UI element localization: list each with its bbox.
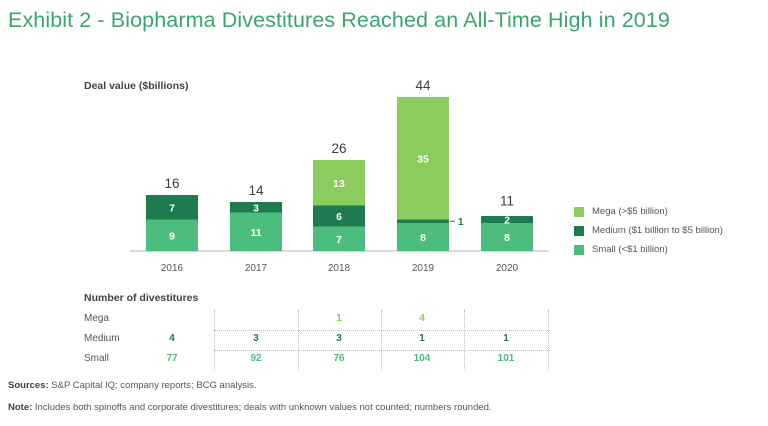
count-mega-2018: 1: [336, 313, 342, 324]
bar-label-medium-2018: 6: [336, 211, 342, 223]
bar-small-2019: [397, 223, 449, 251]
row-divider: [214, 330, 550, 331]
count-medium-2020: 1: [503, 333, 509, 344]
count-medium-2018: 3: [336, 333, 342, 344]
bar-label-small-2020: 8: [504, 232, 510, 244]
x-tick-label-2017: 2017: [245, 263, 268, 274]
legend-label-medium: Medium ($1 billion to $5 billion): [592, 225, 723, 236]
bar-label-mega-2019: 35: [417, 153, 429, 165]
legend-swatch-mega: [574, 206, 584, 217]
x-tick-label-2018: 2018: [328, 263, 351, 274]
bar-medium-2016: [146, 195, 198, 220]
row-label-medium: Medium: [84, 333, 120, 344]
bar-label-small-2016: 9: [169, 230, 175, 242]
count-small-2018: 76: [333, 353, 345, 364]
note-label: Note:: [8, 402, 33, 413]
bar-label-mega-2018: 13: [333, 178, 345, 190]
bar-small-2017: [230, 212, 282, 251]
total-label-2020: 11: [500, 194, 514, 209]
total-label-2019: 44: [415, 78, 431, 93]
row-label-mega: Mega: [84, 313, 110, 324]
bar-label-small-2018: 7: [336, 234, 342, 246]
sources-label: Sources:: [8, 380, 49, 391]
column-divider: [214, 310, 215, 370]
divestitures-table: Mega 1 4 Medium 4 3 3 1 1 Small 77 92 76 104 101: [84, 310, 550, 370]
sources-text: S&P Capital IQ; company reports; BCG ana…: [48, 380, 257, 391]
bar-label-medium-2020: 2: [504, 215, 510, 227]
sources-note: Sources: S&P Capital IQ; company reports…: [8, 380, 257, 391]
total-label-2017: 14: [248, 183, 264, 198]
total-label-2018: 26: [331, 141, 346, 156]
row-label-small: Small: [84, 353, 110, 364]
x-tick-label-2020: 2020: [496, 263, 519, 274]
column-divider: [548, 310, 549, 370]
x-tick-label-2016: 2016: [161, 263, 184, 274]
bar-label-medium-2017: 3: [253, 202, 259, 214]
bar-label-medium-2019: 1: [458, 217, 464, 228]
count-mega-2019: 4: [419, 313, 425, 324]
x-tick-label-2019: 2019: [412, 263, 435, 274]
divestitures-row-mega: Mega 1 4: [84, 310, 550, 330]
y-axis-label: Deal value ($billions): [84, 80, 189, 92]
divestitures-title: Number of divestitures: [84, 292, 199, 304]
count-small-2019: 104: [413, 353, 431, 364]
legend-label-small: Small (<$1 billion): [592, 244, 668, 255]
legend-swatch-medium: [574, 225, 584, 236]
bar-medium-2017: [230, 202, 282, 213]
divestitures-row-small: Small 77 92 76 104 101: [84, 350, 550, 370]
legend-swatch-small: [574, 244, 584, 255]
bar-small-2016: [146, 219, 198, 251]
legend-item-small: Small (<$1 billion): [574, 240, 723, 259]
legend-item-mega: Mega (>$5 billion): [574, 202, 723, 221]
stacked-bar-chart: 9 7 16 2016 11 3 14 2017 7 6 13 26 2018 8 1 35 44 2019 8 2 1…: [130, 78, 549, 274]
footnote: Note: Includes both spinoffs and corpora…: [8, 402, 492, 413]
bar-label-small-2017: 11: [250, 227, 261, 239]
chart-legend: Mega (>$5 billion) Medium ($1 billion to…: [574, 202, 723, 259]
bar-label-small-2019: 8: [420, 232, 426, 244]
bar-label-medium-2016: 7: [169, 202, 175, 214]
total-label-2016: 16: [164, 176, 179, 191]
column-divider: [381, 310, 382, 370]
bar-small-2018: [313, 226, 365, 251]
legend-item-medium: Medium ($1 billion to $5 billion): [574, 221, 723, 240]
column-divider: [464, 310, 465, 370]
bar-medium-2019: [397, 219, 449, 223]
row-divider: [214, 350, 550, 351]
bar-medium-2018: [313, 205, 365, 227]
count-small-2020: 101: [497, 353, 515, 364]
count-small-2016: 77: [166, 353, 178, 364]
chart-title: Exhibit 2 - Biopharma Divestitures Reach…: [8, 8, 670, 32]
bar-medium-2020: [481, 216, 533, 223]
count-medium-2016: 4: [169, 333, 175, 344]
legend-label-mega: Mega (>$5 billion): [592, 206, 668, 217]
bar-small-2020: [481, 223, 533, 251]
count-small-2017: 92: [250, 353, 262, 364]
column-divider: [298, 310, 299, 370]
count-medium-2017: 3: [253, 333, 259, 344]
divestitures-row-medium: Medium 4 3 3 1 1: [84, 330, 550, 350]
bar-mega-2018: [313, 160, 365, 206]
count-medium-2019: 1: [419, 333, 425, 344]
note-text: Includes both spinoffs and corporate div…: [32, 402, 492, 413]
bar-mega-2019: [397, 97, 449, 220]
